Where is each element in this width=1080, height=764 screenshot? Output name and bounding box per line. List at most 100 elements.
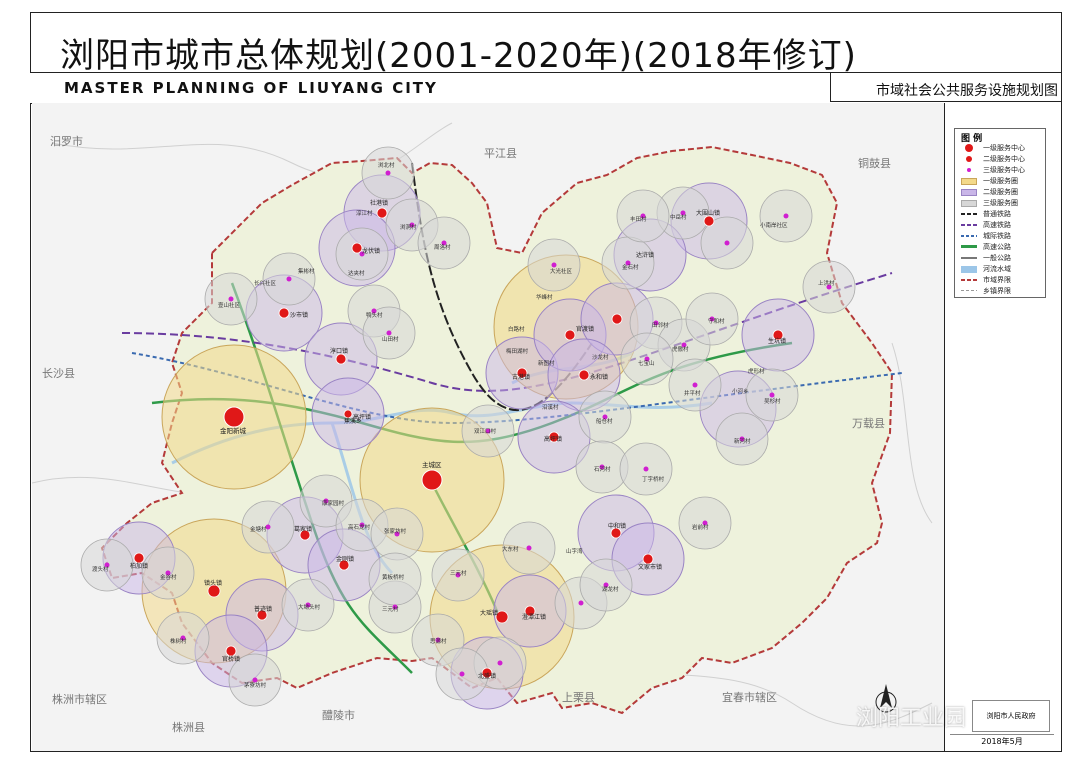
legend-item: 一般公路 <box>961 253 1043 263</box>
side-panel <box>944 103 1062 751</box>
credit-box: 浏阳市人民政府 <box>972 700 1050 732</box>
place-label: 文家市镇 <box>638 563 662 571</box>
place-label: 沙龙村 <box>592 353 609 361</box>
place-label: 高坪镇 <box>544 435 562 443</box>
place-label: 达夹村 <box>348 269 365 277</box>
legend-item: 普通铁路 <box>961 209 1043 219</box>
place-label: 达浒镇 <box>636 251 654 259</box>
place-label: 小南岸社区 <box>760 221 788 229</box>
place-label: 吴杉村 <box>764 397 781 405</box>
place-label: 金刚镇 <box>336 555 354 563</box>
place-label: 社港镇 <box>370 199 388 207</box>
place-label: 船仓村 <box>596 417 613 425</box>
neighbor-label: 宜春市辖区 <box>722 690 777 704</box>
legend-item: 市域界限 <box>961 275 1043 285</box>
tertiary-center-markers <box>104 170 832 683</box>
legend-item: 二级服务圈 <box>961 187 1043 197</box>
place-label: 主城区 <box>422 460 442 469</box>
place-label: 湖龙村 <box>602 585 619 593</box>
place-label: 白路村 <box>508 325 525 333</box>
neighbor-label: 铜鼓县 <box>858 156 891 170</box>
place-label: 三元村 <box>450 569 467 577</box>
place-label: 中和镇 <box>608 522 626 530</box>
place-label: 渡头村 <box>92 565 109 573</box>
legend-item: 一级服务圈 <box>961 176 1043 186</box>
place-label: 大围山镇 <box>696 209 720 217</box>
place-label: 大光社区 <box>550 267 573 275</box>
legend-item: 城际铁路 <box>961 231 1043 241</box>
place-label: 北盛镇 <box>478 672 496 680</box>
place-label: 双江口村 <box>474 427 497 435</box>
place-label: 金谷村 <box>160 573 177 581</box>
place-label: 官渡镇 <box>576 325 594 333</box>
secondary-place-labels: 社港镇 龙伏镇 沙市镇 淳口镇 高坪镇 大围山镇 达浒镇 古港镇 官渡镇 永和镇… <box>130 199 786 680</box>
place-label: 集彬村 <box>298 267 315 275</box>
place-label: 梅田湖村 <box>506 347 529 355</box>
secondary-center-markers <box>133 207 784 679</box>
legend-item: 三级服务圈 <box>961 198 1043 208</box>
place-label: 黄板桥村 <box>382 573 405 581</box>
primary-center-markers <box>223 406 443 491</box>
neighbor-label: 醴陵市 <box>322 708 355 722</box>
map-subtitle: 市域社会公共服务设施规划图 <box>876 83 1058 99</box>
place-label: 浏洞村 <box>400 223 417 231</box>
legend-item: 一级服务中心 <box>961 143 1043 153</box>
legend-item: 高速公路 <box>961 242 1043 252</box>
place-label: 大坳头村 <box>298 603 321 611</box>
place-label: 山田村 <box>382 335 399 343</box>
date-label: 2018年5月 <box>950 734 1054 749</box>
place-label: 长兴社区 <box>254 279 277 287</box>
place-label: 虎形村 <box>748 367 765 375</box>
place-label: 石河村 <box>594 465 611 473</box>
north-arrow-icon <box>872 682 900 722</box>
place-label: 七宝山 <box>638 359 655 367</box>
place-label: 虎傲村 <box>672 345 689 353</box>
neighbor-label: 平江县 <box>484 147 517 160</box>
place-label: 周洛村 <box>434 243 451 251</box>
place-label: 金塘村 <box>250 525 267 533</box>
map-title-english: MASTER PLANNING OF LIUYANG CITY <box>64 79 438 97</box>
place-label: 株树村 <box>170 637 187 645</box>
place-label: 新河村 <box>734 437 751 445</box>
place-label: 浏北村 <box>378 161 395 169</box>
primary-place-labels: 主城区 金阳新城 <box>220 426 442 469</box>
place-label: 三元村 <box>382 605 399 613</box>
neighbor-labels: 汨罗市 平江县 铜鼓县 长沙县 万载县 株洲市辖区 株洲县 醴陵市 上栗县 宜春… <box>42 134 891 734</box>
place-label: 蕉溪乡 <box>344 417 362 425</box>
map-title: 浏阳市城市总体规划(2001-2020年)(2018年修订) <box>60 36 857 76</box>
tertiary-place-labels: 浏北村 淳江村 浏洞村 达夹村 周洛村 集彬村 长兴社区 壹山社区 鸭头村 山田… <box>92 161 835 689</box>
place-label: 岩前村 <box>692 523 709 531</box>
place-label: 高坪镇 <box>353 413 371 421</box>
neighbor-label: 上栗县 <box>562 691 595 704</box>
map-canvas: 汨罗市 平江县 铜鼓县 长沙县 万载县 株洲市辖区 株洲县 醴陵市 上栗县 宜春… <box>32 103 944 751</box>
place-label: 澄潭江镇 <box>522 613 546 621</box>
place-label: 新图村 <box>538 359 555 367</box>
place-label: 大东村 <box>502 545 519 553</box>
place-label: 壹山社区 <box>218 301 241 309</box>
place-label: 金阳新城 <box>220 426 247 435</box>
place-label: 沿溪村 <box>542 403 559 411</box>
place-label: 淳口镇 <box>330 347 348 355</box>
legend-item: 乡镇界限 <box>961 286 1043 296</box>
subtitle-box <box>830 72 1062 102</box>
place-label: 葛家镇 <box>294 525 312 533</box>
place-label: 淳江村 <box>356 209 373 217</box>
place-label: 生坑镇 <box>768 337 786 345</box>
place-label: 金石村 <box>622 263 639 271</box>
place-label: 山字湾 <box>566 547 583 555</box>
place-label: 永和镇 <box>590 373 608 381</box>
legend-item: 高速铁路 <box>961 220 1043 230</box>
place-label: 井平村 <box>684 389 701 397</box>
place-label: 康家园村 <box>322 499 345 507</box>
place-label: 张家坊村 <box>384 527 407 535</box>
place-label: 柏加镇 <box>130 562 148 570</box>
legend-item: 二级服务中心 <box>961 154 1043 164</box>
place-label: 守和村 <box>708 317 725 325</box>
neighbor-label: 汨罗市 <box>50 134 83 148</box>
place-label: 镇头镇 <box>204 579 222 587</box>
place-label: 华峰村 <box>536 293 553 301</box>
legend: 图 例 一级服务中心 二级服务中心 三级服务中心 一级服务圈 二级服务圈 三级服… <box>954 128 1046 298</box>
place-label: 思源村 <box>430 637 447 645</box>
title-bar <box>30 72 830 104</box>
tertiary-service-circles <box>80 146 856 707</box>
